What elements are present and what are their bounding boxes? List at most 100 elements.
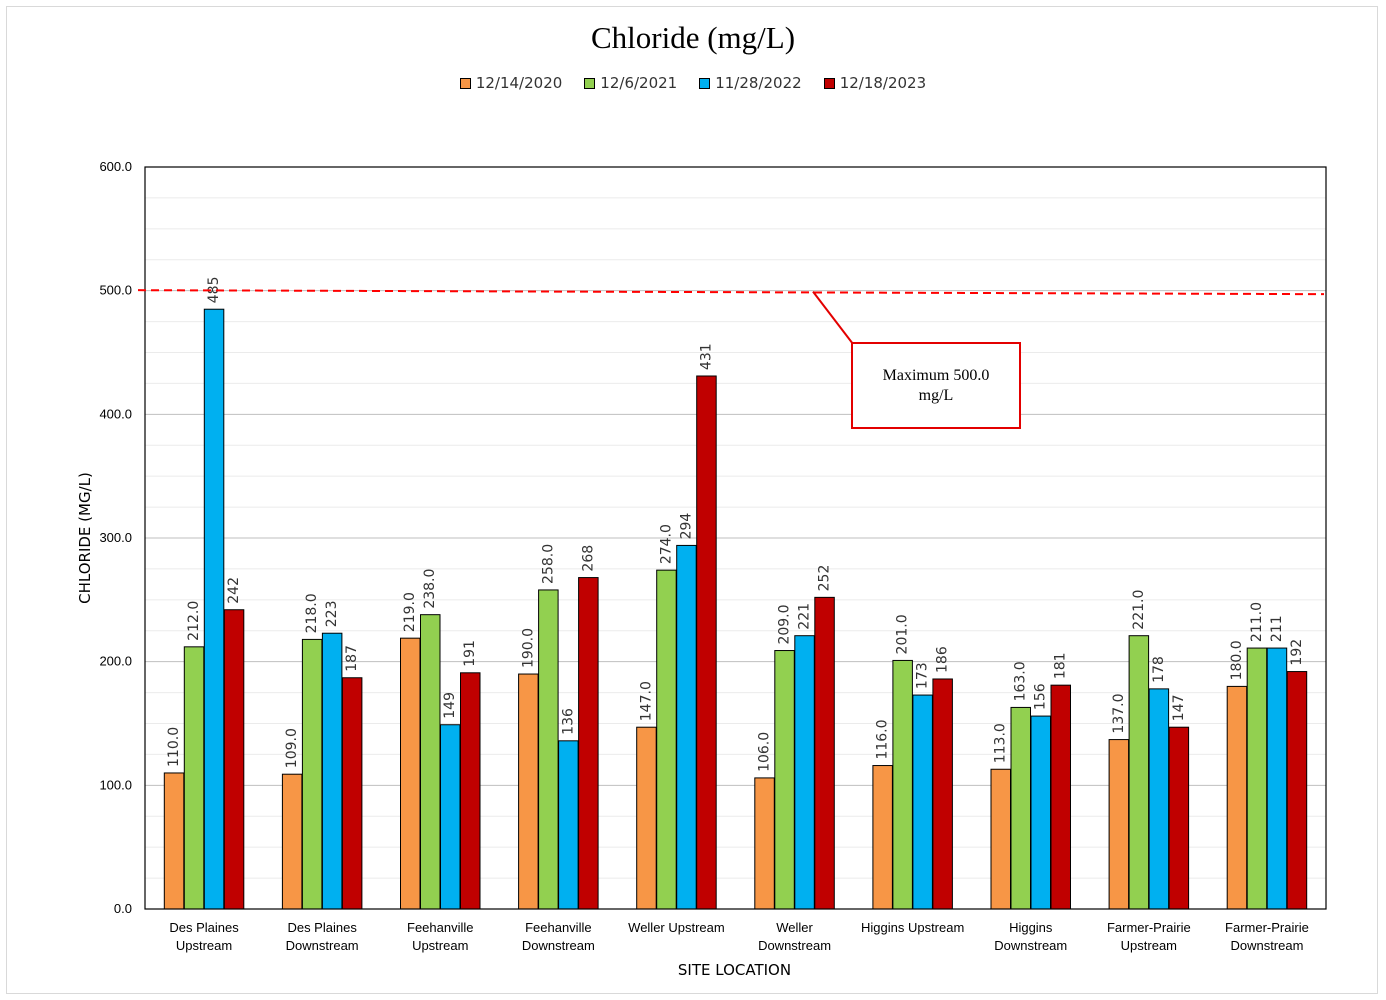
bar [1108,739,1130,910]
bar [1266,647,1288,910]
data-label: 180.0 [1229,640,1245,680]
data-label: 221 [797,603,813,630]
data-label: 211.0 [1249,602,1265,642]
x-axis-label: SITE LOCATION [678,961,791,979]
data-label: 485 [206,276,222,303]
legend-swatch [699,77,711,89]
data-label: 294 [678,513,694,540]
data-label: 212.0 [186,601,202,641]
chart-legend: 12/14/2020 12/6/2021 11/28/2022 12/18/2023 [0,74,1386,92]
bar [676,544,697,910]
data-label: 147.0 [638,681,654,721]
bar [1148,688,1170,910]
x-tick-label: Higgins [1009,920,1053,935]
bar [1286,671,1308,910]
y-tick-label: 400.0 [99,406,132,421]
y-tick-label: 600.0 [99,159,132,174]
data-label: 238.0 [422,569,438,609]
x-tick-label: Feehanville [525,920,592,935]
data-label: 191 [462,640,478,667]
bar [223,609,245,910]
x-tick-label: Farmer-Prairie [1107,920,1191,935]
legend-label: 12/6/2021 [600,74,678,92]
x-tick-label: Downstream [758,938,831,953]
max-reference-line [137,289,1325,296]
data-label: 274.0 [658,524,674,564]
bar [400,637,421,910]
x-tick-label: Upstream [412,938,468,953]
legend-item: 12/18/2023 [823,74,926,92]
x-tick-label: Downstream [994,938,1067,953]
bar [754,777,775,910]
bar [1226,685,1248,910]
legend-swatch [584,77,596,89]
data-label: 258.0 [540,544,556,584]
bar [1010,706,1031,910]
y-axis-label: CHLORIDE (MG/L) [76,472,94,604]
data-label: 178 [1151,656,1167,683]
bar [301,638,323,910]
x-tick-label: Des Plaines [287,920,357,935]
data-label: 268 [580,545,596,572]
data-label: 431 [698,343,714,370]
bar [912,694,933,910]
legend-swatch [459,77,471,89]
data-label: 187 [344,645,360,672]
y-tick-label: 100.0 [99,777,132,792]
legend-swatch [823,77,835,89]
data-label: 219.0 [402,592,418,632]
annotation-line-2: mg/L [918,386,954,404]
bar [538,589,559,910]
bar [1050,684,1071,910]
bar [892,659,913,910]
data-label: 186 [935,646,951,673]
data-label: 113.0 [993,723,1009,763]
bar [341,677,363,910]
data-label: 211 [1269,615,1285,642]
data-label: 116.0 [875,719,891,759]
data-label: 218.0 [304,593,320,633]
data-label: 106.0 [757,732,773,772]
data-label: 223 [324,600,340,627]
bar [460,672,481,910]
x-tick-label: Des Plaines [169,920,239,935]
bar [163,772,185,910]
legend-item: 12/6/2021 [584,74,677,92]
data-label: 221.0 [1131,590,1147,630]
y-tick-label: 300.0 [99,530,132,545]
bar [321,632,343,910]
bar [420,614,441,910]
bar [1246,647,1268,910]
data-label: 201.0 [895,614,911,654]
data-label: 156 [1033,683,1049,710]
x-tick-label: Feehanville [407,920,474,935]
data-label: 252 [817,565,833,592]
bar [558,740,579,910]
plot-area-border [144,166,1327,910]
data-label: 110.0 [166,727,182,767]
data-label: 109.0 [284,728,300,768]
bar [518,673,539,910]
x-tick-label: Upstream [1121,938,1177,953]
bar [636,726,657,910]
x-tick-label: Higgins Upstream [861,920,964,935]
x-tick-label: Downstream [286,938,359,953]
bar [656,569,677,910]
bar [440,724,461,910]
y-tick-label: 200.0 [99,654,132,669]
legend-item: 12/14/2020 [459,74,562,92]
data-label: 163.0 [1013,661,1029,701]
bar [1168,726,1190,910]
y-tick-label: 500.0 [99,283,132,298]
bar [578,577,599,910]
max-limit-annotation: Maximum 500.0 mg/L [851,342,1021,429]
bar [1128,635,1150,910]
data-label: 192 [1289,639,1305,666]
bar [1030,715,1051,910]
x-tick-label: Downstream [522,938,595,953]
bar [281,773,303,910]
data-label: 137.0 [1111,693,1127,733]
bar [794,635,815,910]
x-tick-label: Farmer-Prairie [1225,920,1309,935]
